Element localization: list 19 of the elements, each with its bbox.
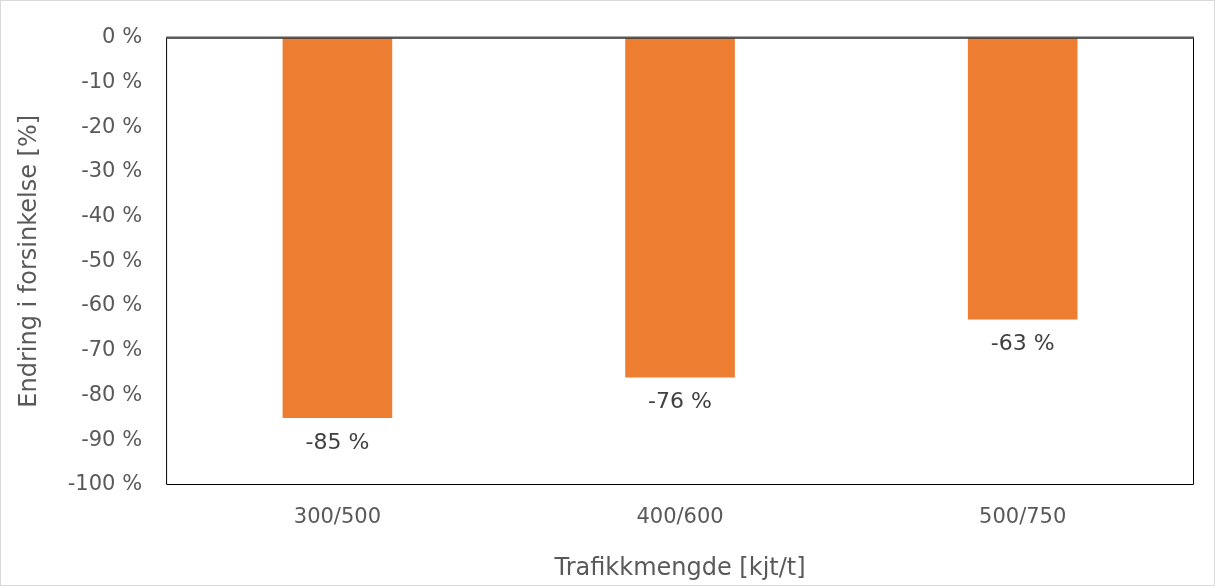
data-label: -76 %: [648, 388, 712, 414]
y-tick-label: -90 %: [81, 426, 143, 451]
x-tick-label: 500/750: [979, 504, 1067, 529]
data-label: -63 %: [990, 330, 1055, 356]
x-tick-label: 300/500: [293, 504, 382, 529]
y-tick-label: -10 %: [81, 68, 143, 93]
y-tick-label: -100 %: [67, 471, 143, 496]
y-tick-label: -50 %: [81, 247, 143, 272]
y-tick-label: -20 %: [81, 113, 143, 138]
y-tick-label: -60 %: [81, 292, 143, 317]
x-tick-label: 400/600: [636, 504, 724, 529]
y-tick-label: 0 %: [102, 24, 143, 49]
x-axis-title: Trafikkmengde [kjt/t]: [553, 552, 806, 581]
data-label: -85 %: [305, 428, 370, 454]
y-tick-label: -80 %: [81, 381, 143, 406]
y-tick-label: -70 %: [81, 337, 143, 362]
y-axis-title: Endring i forsinkelse [%]: [13, 114, 42, 408]
y-tick-label: -40 %: [81, 203, 143, 228]
y-tick-label: -30 %: [81, 158, 143, 183]
